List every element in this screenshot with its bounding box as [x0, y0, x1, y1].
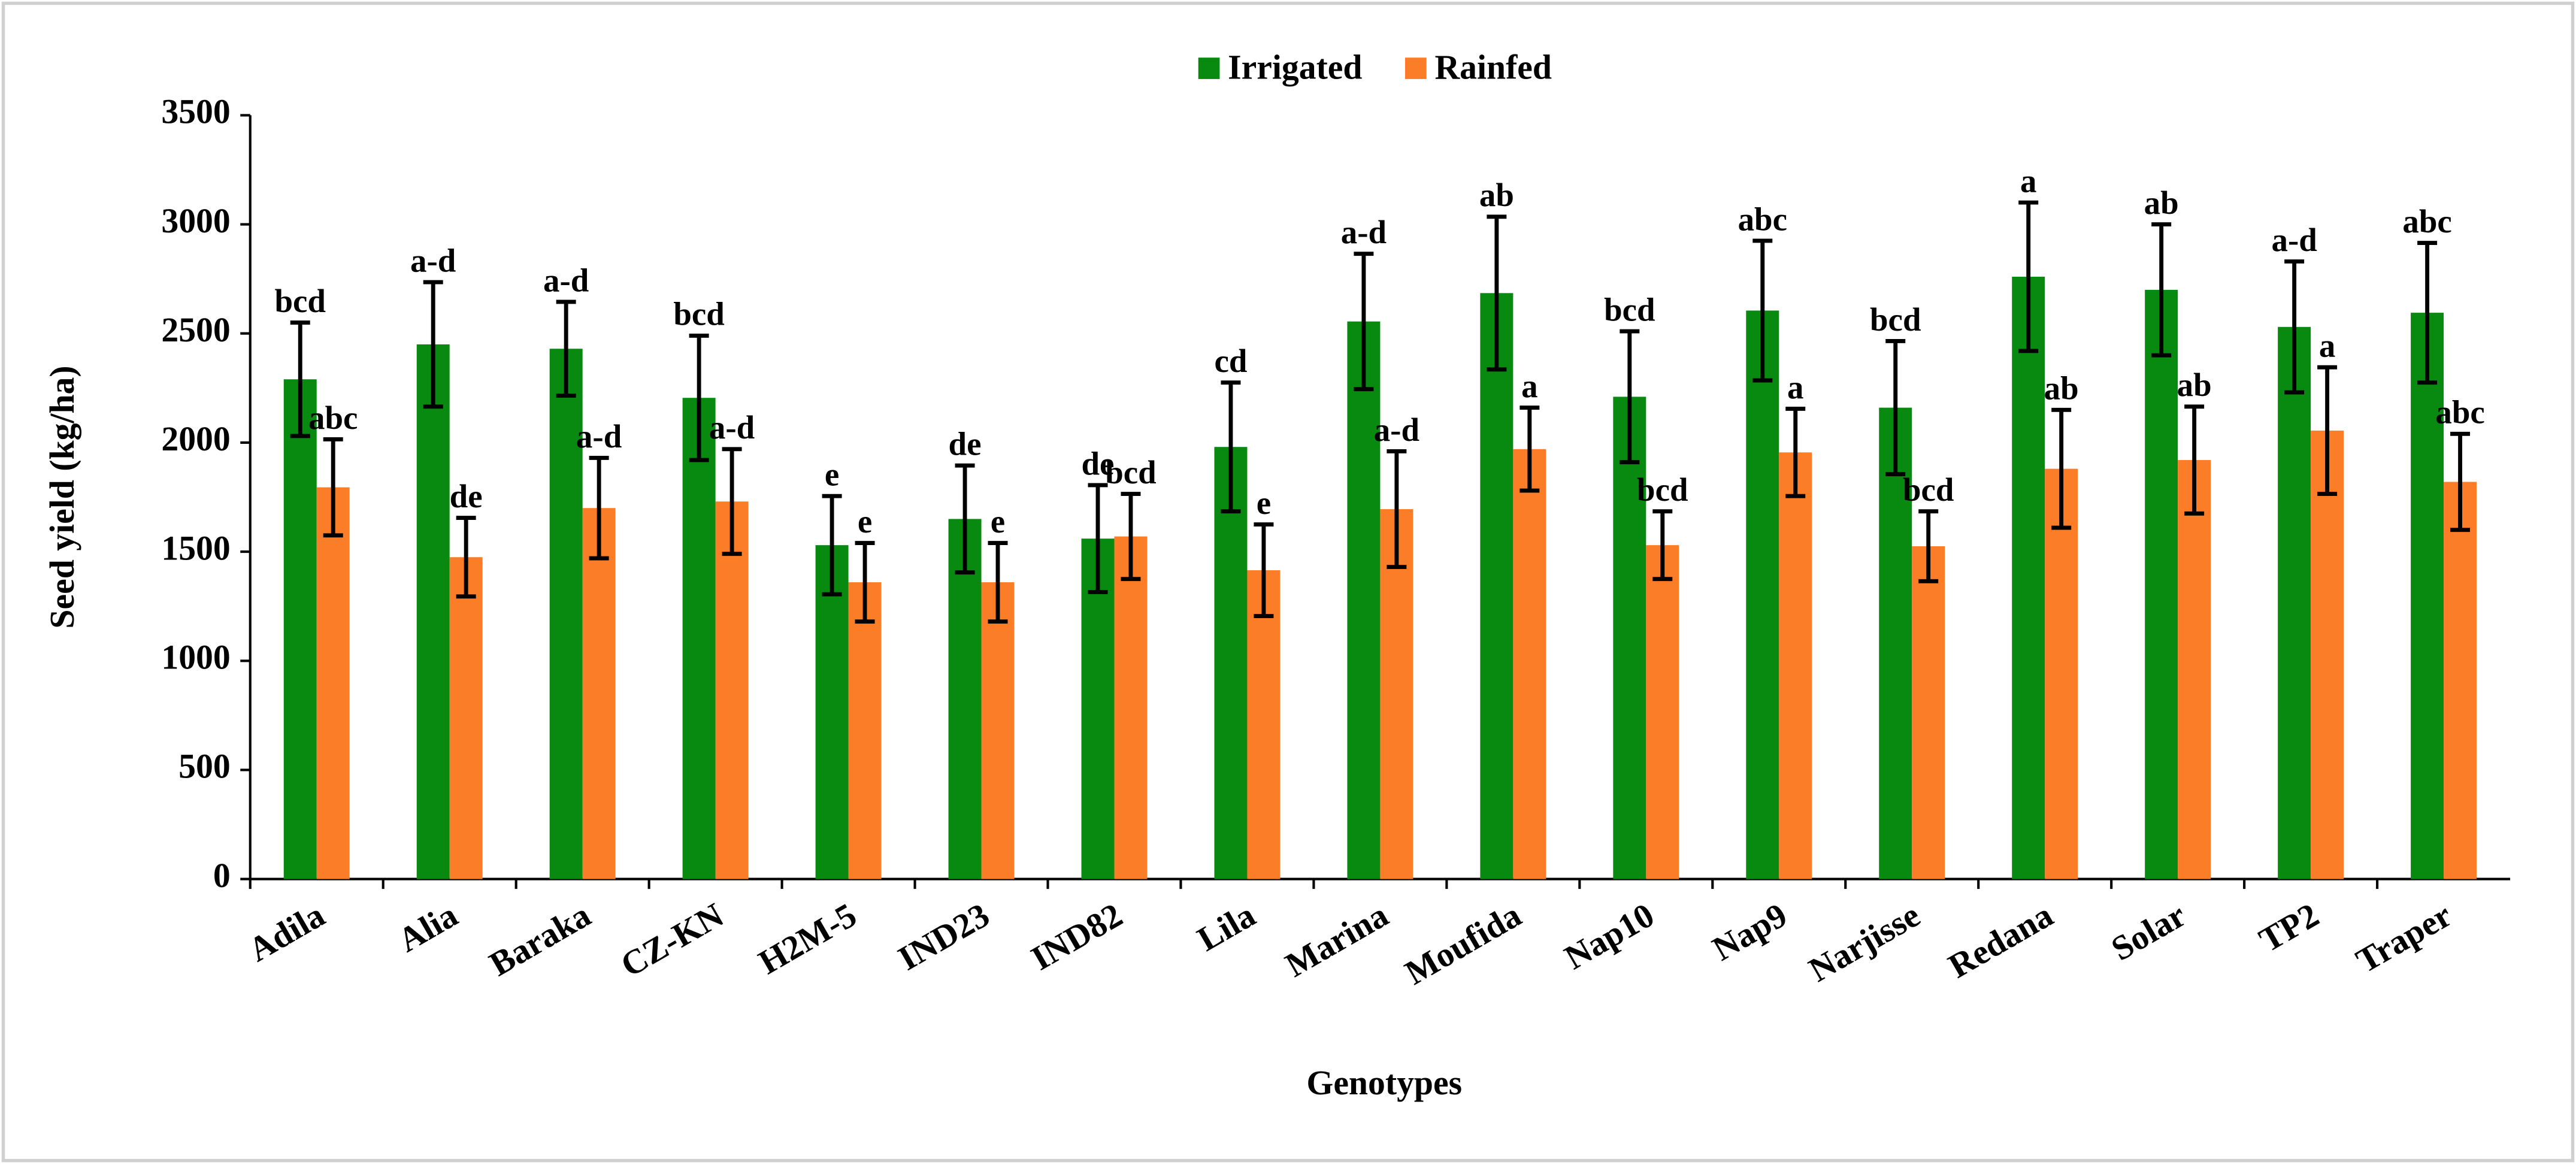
bar [1746, 310, 1779, 879]
bar [981, 582, 1015, 879]
group-letter: bcd [1903, 471, 1954, 508]
group-letter: de [949, 426, 982, 462]
bar [948, 519, 982, 879]
group-letter: bcd [274, 283, 326, 319]
y-tick-label: 0 [213, 857, 231, 895]
legend-label: Rainfed [1434, 49, 1552, 86]
y-tick-label: 2500 [161, 311, 230, 349]
bar [2012, 277, 2045, 879]
group-letter: ab [2144, 184, 2179, 221]
bar [682, 398, 716, 879]
bar [2311, 430, 2344, 879]
group-letter: abc [2402, 203, 2451, 240]
bar [815, 545, 849, 879]
bar [1380, 509, 1413, 879]
bar [1114, 536, 1148, 879]
bar [1879, 407, 1912, 879]
group-letter: bcd [673, 296, 725, 332]
bar [1646, 545, 1679, 879]
group-letter: a [2020, 163, 2036, 199]
group-letter: de [1082, 445, 1115, 482]
group-letter: ab [2044, 370, 2079, 407]
group-letter: abc [2435, 394, 2484, 431]
group-letter: ab [2177, 367, 2212, 403]
bar [2145, 289, 2178, 879]
group-letter: e [825, 456, 839, 493]
group-letter: a-d [543, 262, 589, 298]
bar [2444, 482, 2477, 879]
bar [1247, 570, 1281, 879]
group-letter: abc [1738, 201, 1787, 237]
y-tick-label: 1000 [161, 639, 230, 677]
bar [848, 582, 882, 879]
group-letter: bcd [1637, 471, 1688, 508]
group-letter: a [1521, 368, 1537, 404]
bar [316, 487, 350, 879]
bar [1081, 538, 1115, 879]
bar [1613, 397, 1646, 879]
group-letter: bcd [1105, 454, 1157, 491]
y-tick-label: 500 [178, 748, 231, 786]
group-letter: cd [1214, 343, 1247, 379]
bar [2278, 326, 2311, 879]
bar [449, 557, 483, 879]
group-letter: bcd [1604, 291, 1655, 328]
bar [715, 501, 749, 879]
group-letter: bcd [1870, 301, 1921, 338]
group-letter: a [1787, 369, 1803, 406]
bar [2411, 313, 2444, 879]
y-tick-label: 1500 [161, 529, 230, 567]
y-tick-label: 3500 [161, 93, 230, 131]
group-letter: a-d [1341, 214, 1387, 250]
group-letter: de [450, 478, 483, 515]
bar [416, 344, 450, 879]
group-letter: a [2319, 328, 2335, 364]
x-axis-label: Genotypes [1306, 1064, 1462, 1102]
bar [1912, 546, 1945, 879]
bar [2045, 468, 2078, 879]
group-letter: e [991, 503, 1005, 540]
bar [283, 379, 317, 879]
group-letter: ab [1479, 177, 1514, 213]
bar [1480, 293, 1513, 879]
group-letter: a-d [1374, 411, 1419, 448]
bar [1214, 447, 1248, 879]
bar [2178, 460, 2211, 879]
bar [1779, 452, 1812, 879]
group-letter: a-d [709, 409, 755, 446]
y-axis-label: Seed yield (kg/ha) [44, 365, 81, 628]
group-letter: e [858, 503, 872, 540]
legend-label: Irrigated [1228, 49, 1362, 86]
group-letter: a-d [576, 418, 622, 455]
legend-swatch [1404, 58, 1427, 79]
bar [582, 508, 616, 879]
group-letter: a-d [2271, 222, 2317, 258]
y-tick-label: 2000 [161, 420, 230, 458]
bar [1513, 449, 1546, 879]
bar [1347, 321, 1381, 879]
legend-swatch [1198, 58, 1220, 79]
group-letter: e [1257, 485, 1271, 521]
bar [549, 349, 583, 879]
group-letter: abc [308, 400, 358, 436]
y-tick-label: 3000 [161, 202, 230, 240]
group-letter: a-d [410, 242, 456, 279]
